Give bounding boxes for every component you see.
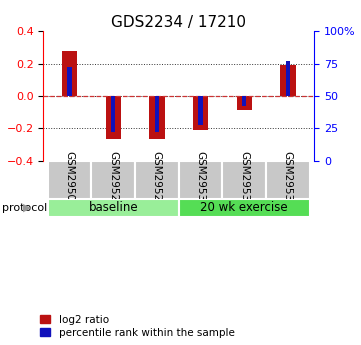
Bar <box>236 96 252 110</box>
Title: GDS2234 / 17210: GDS2234 / 17210 <box>111 15 246 30</box>
Bar <box>222 161 266 199</box>
Bar <box>155 96 159 132</box>
Text: GSM29535: GSM29535 <box>239 151 249 208</box>
Text: GSM29533: GSM29533 <box>196 151 205 208</box>
Bar <box>111 96 115 132</box>
Text: protocol: protocol <box>2 203 47 213</box>
Text: ▶: ▶ <box>23 203 31 213</box>
Bar <box>149 96 165 139</box>
Bar <box>179 199 310 217</box>
Bar <box>179 161 222 199</box>
Bar <box>48 199 179 217</box>
Text: GSM29536: GSM29536 <box>283 151 293 208</box>
Bar <box>266 161 310 199</box>
Bar <box>199 96 203 125</box>
Text: 20 wk exercise: 20 wk exercise <box>200 201 288 215</box>
Legend: log2 ratio, percentile rank within the sample: log2 ratio, percentile rank within the s… <box>38 313 236 340</box>
Bar <box>193 96 208 130</box>
Text: GSM29529: GSM29529 <box>152 151 162 208</box>
Text: GSM29507: GSM29507 <box>65 151 74 208</box>
Text: baseline: baseline <box>88 201 138 215</box>
Bar <box>105 96 121 139</box>
Bar <box>135 161 179 199</box>
Bar <box>91 161 135 199</box>
Bar <box>62 50 77 96</box>
Bar <box>48 161 91 199</box>
Text: GSM29523: GSM29523 <box>108 151 118 208</box>
Bar <box>286 61 290 96</box>
Bar <box>242 96 246 106</box>
Bar <box>280 65 296 96</box>
Bar <box>68 67 72 96</box>
